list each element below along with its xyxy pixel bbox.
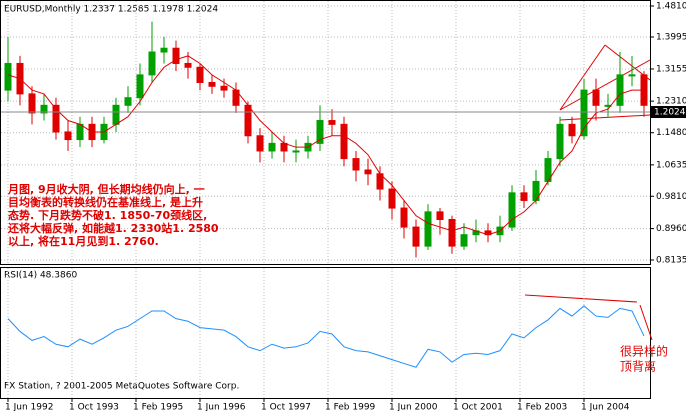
candle-body [148, 51, 156, 76]
rsi-line [7, 305, 645, 368]
trend-lines [524, 44, 653, 341]
candle-body [124, 97, 132, 106]
candle-body [436, 211, 444, 220]
y-tick-label: 1.3155 [656, 64, 686, 74]
candle-body [556, 123, 564, 160]
copyright: FX Station, ? 2001-2005 MetaQuotes Softw… [4, 382, 239, 392]
last-price-box [651, 106, 686, 119]
candle-body [568, 123, 576, 137]
divergence-line [524, 294, 638, 303]
candle-body [352, 158, 360, 171]
candle-body [448, 218, 456, 247]
x-tick-label: 1 Jun 2000 [389, 403, 438, 411]
candle-body [136, 74, 144, 99]
candle-body [52, 104, 60, 133]
trend-line [559, 114, 651, 121]
candle-body [40, 104, 48, 114]
candle-body [328, 120, 336, 125]
candle-body [400, 207, 408, 228]
x-tick-label: 1 Feb 1995 [133, 403, 183, 411]
moving-average [7, 55, 644, 236]
annotation: 很异样的 [620, 344, 668, 359]
candle-body [364, 169, 372, 175]
candle-body [292, 150, 300, 153]
candle-body [424, 211, 432, 247]
candle-body [184, 62, 192, 68]
candle-body [592, 89, 600, 106]
candle-body [4, 62, 12, 91]
y-tick-label: 0.8135 [656, 256, 686, 266]
y-tick-label: 1.3995 [656, 33, 686, 43]
candle-body [64, 131, 72, 141]
x-tick-label: 1 Jun 1996 [197, 403, 246, 411]
x-tick-label: 1 Jun 1992 [5, 403, 53, 411]
candle-body [76, 123, 84, 141]
candle-body [220, 85, 228, 91]
arrow [639, 304, 653, 341]
annotation: 还将大幅反弹, 如能越1. 2330站1. 2580 [7, 221, 219, 235]
candle-body [208, 81, 216, 87]
candle-body [508, 192, 516, 228]
y-tick-label: 1.4810 [656, 2, 686, 12]
y-tick-label: 0.8960 [656, 224, 686, 234]
candle-body [388, 188, 396, 209]
annotation: 以上, 将在11月见到1. 2760. [8, 234, 159, 248]
candle-body [172, 47, 180, 64]
candle-body [196, 66, 204, 83]
candle-body [412, 226, 420, 247]
candle-body [616, 74, 624, 106]
candle-body [460, 234, 468, 247]
y-tick-label: 1.2310 [656, 97, 686, 107]
chart-header: EURUSD,Monthly 1.2337 1.2585 1.1978 1.20… [4, 5, 218, 15]
last-price-label: 1.2024 [654, 108, 686, 118]
candle-body [316, 120, 324, 144]
candle-body [268, 142, 276, 152]
x-tick-label: 1 Oct 1997 [261, 403, 311, 411]
y-tick-label: 1.1480 [656, 128, 686, 138]
candle-body [160, 47, 168, 53]
candle-body [340, 123, 348, 160]
annotation: 顶背离 [620, 359, 656, 374]
x-tick-label: 1 Oct 2001 [453, 403, 503, 411]
trend-line [604, 44, 651, 81]
annotation: 目均衡表的转换线仍在基准线上, 是上升 [8, 195, 203, 209]
x-tick-label: 1 Feb 2003 [517, 403, 567, 411]
y-tick-label: 1.0635 [656, 160, 686, 170]
candle-body [628, 74, 636, 77]
x-tick-label: 1 Jun 2004 [581, 403, 630, 411]
y-tick-label: 0.9810 [656, 192, 686, 202]
candle-body [112, 104, 120, 125]
annotation: 月图, 9月收大阴, 但长期均线仍向上, 一 [7, 182, 205, 196]
candle-body [520, 192, 528, 201]
rsi-panel [0, 267, 651, 399]
rsi-header: RSI(14) 48.3860 [4, 271, 77, 281]
x-tick-label: 1 Oct 1993 [69, 403, 119, 411]
x-tick-label: 1 Feb 1999 [325, 403, 376, 411]
trend-line [559, 44, 606, 111]
candle-body [28, 93, 36, 114]
candle-body [256, 135, 264, 152]
annotation: 态势. 下月跌势不破1. 1850-70颈线区, [8, 208, 207, 222]
candle-body [244, 104, 252, 137]
candle-body [580, 89, 588, 137]
